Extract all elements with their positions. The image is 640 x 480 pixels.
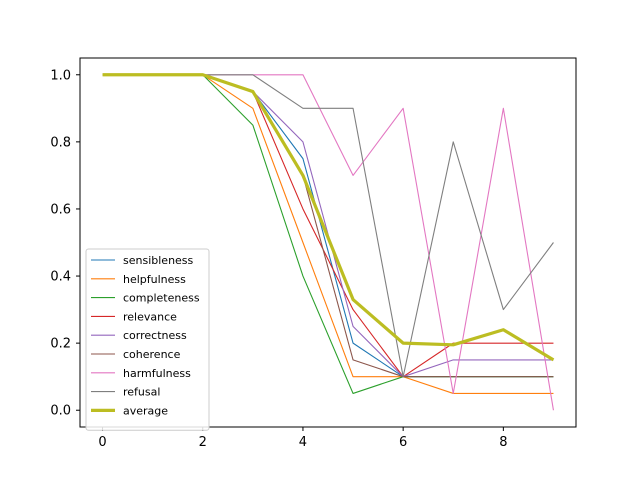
- legend-label-average: average: [123, 404, 168, 417]
- legend-label-correctness: correctness: [123, 329, 187, 342]
- series-line-average: [102, 73, 555, 362]
- x-tick-label: 6: [399, 435, 407, 450]
- legend-label-coherence: coherence: [123, 348, 181, 361]
- legend-box: [85, 248, 210, 431]
- x-tick-label: 4: [299, 435, 307, 450]
- x-tick-label: 8: [499, 435, 507, 450]
- y-tick-label: 0.0: [50, 404, 71, 419]
- legend-label-harmfulness: harmfulness: [123, 367, 191, 380]
- y-tick-label: 0.2: [50, 337, 71, 352]
- y-tick-label: 0.6: [50, 202, 71, 217]
- x-tick-label: 0: [98, 435, 106, 450]
- legend-label-relevance: relevance: [123, 310, 177, 323]
- legend-label-sensibleness: sensibleness: [123, 254, 194, 267]
- legend: sensibleness helpfulness completeness relev…: [85, 248, 210, 431]
- legend-label-refusal: refusal: [123, 386, 160, 399]
- y-tick-label: 0.4: [50, 270, 71, 285]
- legend-label-helpfulness: helpfulness: [123, 273, 186, 286]
- y-tick-label: 0.8: [50, 135, 71, 150]
- x-tick-label: 2: [199, 435, 207, 450]
- plot-frame: [79, 57, 577, 428]
- y-tick-label: 1.0: [50, 68, 71, 83]
- legend-label-completeness: completeness: [123, 292, 200, 305]
- y-axis: 0.0 0.2 0.4 0.6 0.8 1.0: [50, 68, 80, 419]
- series-layer: [102, 73, 555, 411]
